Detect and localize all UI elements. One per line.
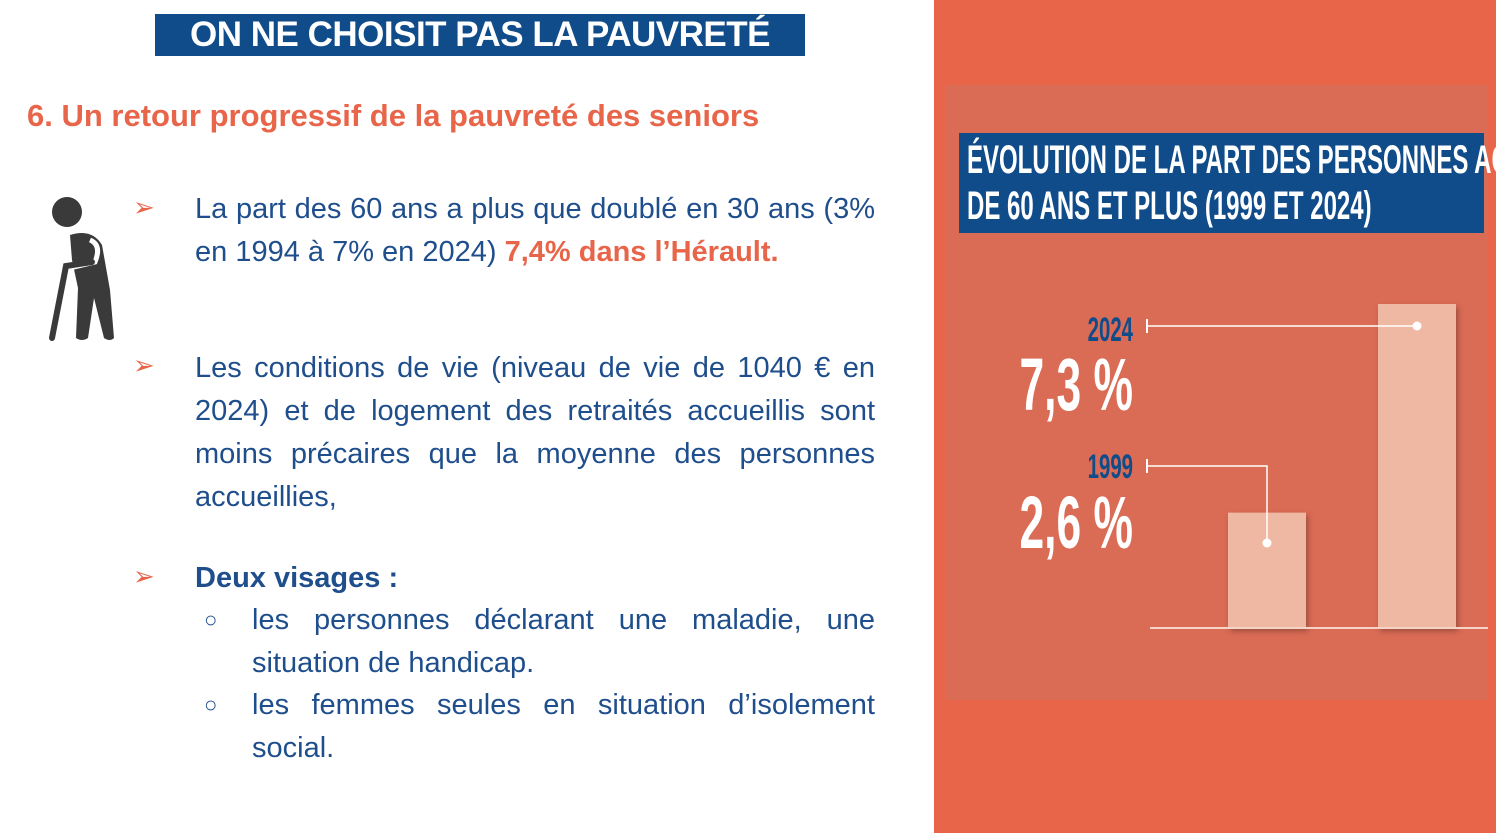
category-label-2024: 2024 (1088, 311, 1134, 349)
leader-line-1999 (1147, 465, 1268, 543)
leader-dot-2024 (1412, 321, 1422, 331)
arrow-bullet-icon: ➢ (133, 192, 155, 222)
category-label-1999: 1999 (1088, 448, 1133, 486)
arrow-bullet-icon: ➢ (133, 561, 155, 591)
bullet-2: Les conditions de vie (niveau de vie de … (195, 352, 875, 513)
chart-title: ÉVOLUTION DE LA PART DES PERSONNES AGÉES… (959, 133, 1496, 233)
bullet-1-highlight: 7,4% dans l’Hérault. (504, 236, 779, 268)
circle-bullet-icon: ○ (204, 607, 218, 632)
page-title: ON NE CHOISIT PAS LA PAUVRETÉ (155, 14, 805, 56)
arrow-bullet-icon: ➢ (133, 350, 155, 380)
sub-bullet-2: les femmes seules en situation d’isoleme… (252, 689, 875, 764)
value-label-1999: 2,6 % (1019, 481, 1133, 563)
value-label-2024: 7,3 % (1019, 343, 1133, 425)
bullet-3: Deux visages : (195, 562, 399, 594)
bullet-1: La part des 60 ans a plus que doublé en … (195, 188, 875, 274)
bar-2024 (1378, 304, 1456, 628)
elderly-person-with-cane-icon (49, 197, 114, 341)
circle-bullet-icon: ○ (204, 692, 218, 717)
chart-title-line1: ÉVOLUTION DE LA PART DES PERSONNES AGÉES (967, 138, 1496, 182)
leader-dot-1999 (1262, 538, 1272, 548)
chart-title-line2: DE 60 ANS ET PLUS (1999 ET 2024) (967, 184, 1372, 228)
bullet-1-text: La part des 60 ans a plus que doublé en … (195, 193, 875, 268)
section-subtitle: 6. Un retour progressif de la pauvreté d… (27, 98, 760, 133)
sub-bullet-1: les personnes déclarant une maladie, une… (252, 604, 875, 679)
